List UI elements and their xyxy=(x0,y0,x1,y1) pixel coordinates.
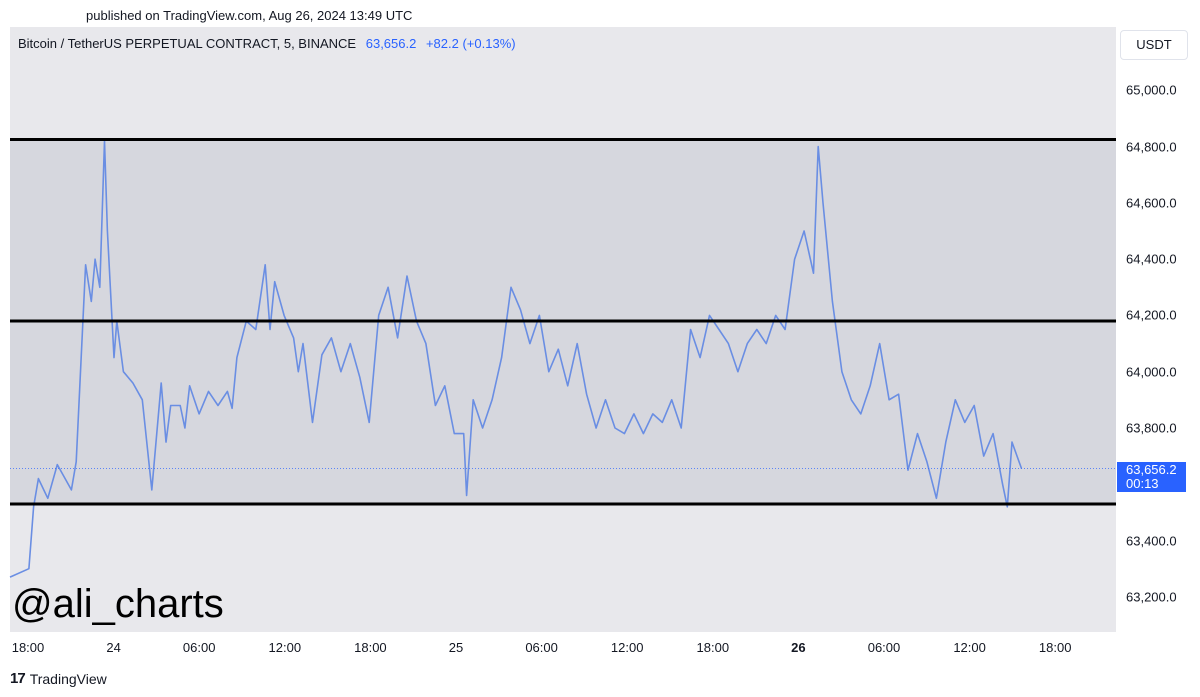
y-tick-label: 63,400.0 xyxy=(1126,533,1177,549)
symbol-legend: Bitcoin / TetherUS PERPETUAL CONTRACT, 5… xyxy=(18,36,516,51)
x-tick-label: 18:00 xyxy=(1038,640,1072,655)
x-tick-label: 18:00 xyxy=(354,640,387,655)
tradingview-logo-icon: 17 xyxy=(10,670,26,687)
symbol-price: 63,656.2 xyxy=(365,36,417,51)
x-tick-label: 06:00 xyxy=(525,640,558,655)
price-axis[interactable] xyxy=(1117,27,1200,632)
x-tick-label: 25 xyxy=(448,640,464,655)
y-tick-label: 63,200.0 xyxy=(1126,589,1177,605)
y-tick-label: 64,400.0 xyxy=(1126,251,1177,267)
published-note: published on TradingView.com, Aug 26, 20… xyxy=(86,8,413,23)
countdown-timer: 00:13 xyxy=(1126,476,1159,491)
price-series-line[interactable] xyxy=(9,140,1023,578)
x-tick-label: 24 xyxy=(106,640,121,655)
x-tick-label: 12:00 xyxy=(268,640,302,655)
last-price-label: 63,656.2 00:13 xyxy=(1117,462,1186,492)
x-tick-label: 06:00 xyxy=(867,640,901,655)
tradingview-brand-text: TradingView xyxy=(29,670,107,687)
x-tick-label: 12:00 xyxy=(610,640,644,655)
x-tick-label: 12:00 xyxy=(953,640,986,655)
symbol-change: +82.2 (+0.13%) xyxy=(425,36,516,51)
x-tick-label: 06:00 xyxy=(182,640,216,655)
y-tick-label: 63,800.0 xyxy=(1126,420,1177,436)
y-tick-label: 64,600.0 xyxy=(1126,195,1177,211)
watermark-text: @ali_charts xyxy=(12,582,224,626)
last-price-value: 63,656.2 xyxy=(1126,462,1177,477)
y-tick-label: 64,800.0 xyxy=(1126,139,1177,155)
footer-brand[interactable]: 17 TradingView xyxy=(10,670,107,687)
y-tick-label: 64,200.0 xyxy=(1126,307,1177,323)
x-tick-label: 18:00 xyxy=(11,640,45,655)
x-tick-label: 18:00 xyxy=(696,640,730,655)
y-tick-label: 64,000.0 xyxy=(1126,364,1177,380)
symbol-name: Bitcoin / TetherUS PERPETUAL CONTRACT, 5… xyxy=(18,36,357,51)
currency-selector[interactable]: USDT xyxy=(1120,30,1188,60)
x-tick-label: 26 xyxy=(791,640,806,655)
y-tick-label: 65,000.0 xyxy=(1126,82,1177,98)
